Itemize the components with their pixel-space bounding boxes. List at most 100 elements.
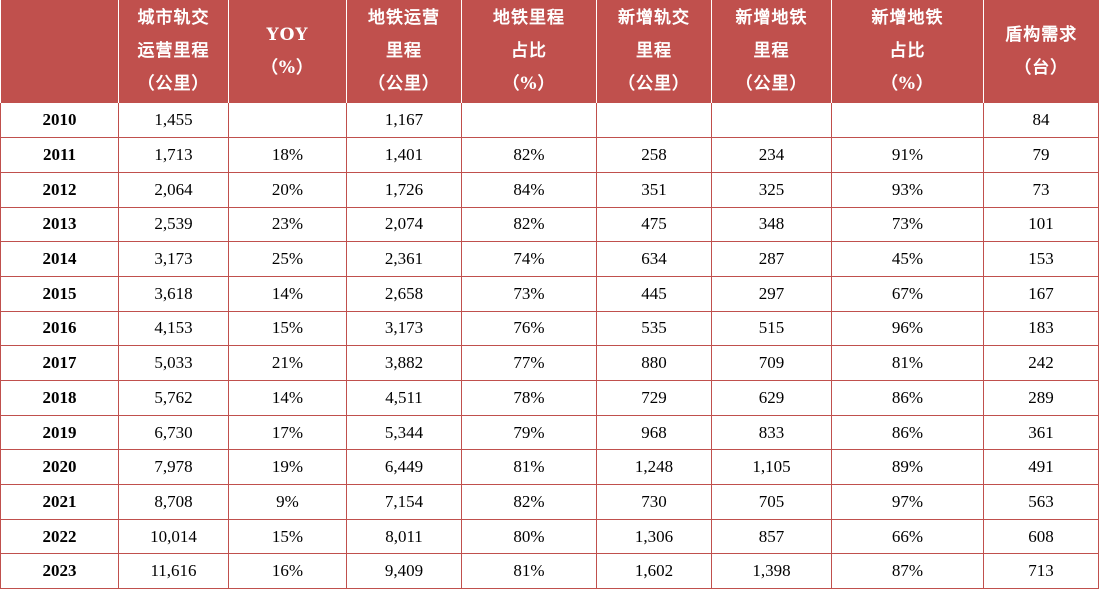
value-cell: 833	[711, 415, 832, 451]
year-cell: 2014	[0, 241, 119, 277]
value-cell: 1,398	[711, 553, 832, 589]
table-row: 2017 5,033 21% 3,882 77% 880 709 81% 242	[0, 345, 1099, 381]
value-cell: 6,730	[118, 415, 229, 451]
header-line: （%）	[502, 74, 556, 94]
value-cell: 234	[711, 137, 832, 173]
value-cell: 3,618	[118, 276, 229, 312]
header-line: 占比	[511, 41, 547, 61]
value-cell: 1,248	[596, 449, 712, 486]
value-cell: 3,173	[346, 311, 462, 347]
year-cell: 2016	[0, 311, 119, 347]
header-line: 运营里程	[137, 41, 210, 61]
table-row: 2010 1,455 1,167 84	[0, 103, 1099, 139]
header-line: 里程	[386, 41, 422, 61]
value-cell: 7,978	[118, 449, 229, 486]
value-cell: 153	[983, 241, 1099, 277]
header-line: 城市轨交	[137, 8, 210, 28]
value-cell: 87%	[831, 553, 984, 589]
year-cell: 2010	[0, 103, 119, 139]
header-line: （公里）	[137, 74, 210, 94]
value-cell: 2,074	[346, 207, 462, 243]
value-cell: 21%	[228, 345, 347, 381]
value-cell: 82%	[461, 137, 597, 173]
value-cell: 5,762	[118, 380, 229, 416]
value-cell: 634	[596, 241, 712, 277]
value-cell: 15%	[228, 519, 347, 555]
value-cell: 713	[983, 553, 1099, 589]
header-line: 里程	[753, 41, 790, 61]
header-cell-7: 新增地铁占比 （%）	[831, 0, 984, 103]
table-row: 2015 3,618 14% 2,658 73% 445 297 67% 167	[0, 276, 1099, 312]
value-cell: 82%	[461, 484, 597, 520]
value-cell: 86%	[831, 415, 984, 451]
value-cell: 167	[983, 276, 1099, 312]
header-line: 地铁里程	[493, 8, 565, 28]
header-line: 占比	[889, 41, 926, 61]
value-cell: 4,153	[118, 311, 229, 347]
value-cell: 1,713	[118, 137, 229, 173]
value-cell: 11,616	[118, 553, 229, 589]
value-cell: 491	[983, 449, 1099, 486]
value-cell: 2,658	[346, 276, 462, 312]
value-cell: 242	[983, 345, 1099, 381]
value-cell: 16%	[228, 553, 347, 589]
header-line: （公里）	[368, 74, 440, 94]
value-cell: 287	[711, 241, 832, 277]
header-line: （公里）	[618, 74, 690, 94]
table-row: 2021 8,708 9% 7,154 82% 730 705 97% 563	[0, 484, 1099, 520]
header-cell-1: 城市轨交运营里程 （公里）	[118, 0, 229, 103]
value-cell: 10,014	[118, 519, 229, 555]
value-cell: 535	[596, 311, 712, 347]
value-cell: 629	[711, 380, 832, 416]
table-row: 2019 6,730 17% 5,344 79% 968 833 86% 361	[0, 415, 1099, 451]
value-cell: 15%	[228, 311, 347, 347]
value-cell: 2,539	[118, 207, 229, 243]
value-cell: 86%	[831, 380, 984, 416]
value-cell: 89%	[831, 449, 984, 486]
value-cell	[831, 103, 984, 139]
value-cell: 80%	[461, 519, 597, 555]
value-cell: 1,455	[118, 103, 229, 139]
value-cell: 78%	[461, 380, 597, 416]
value-cell: 84	[983, 103, 1099, 139]
header-line: 新增地铁	[871, 8, 944, 28]
year-cell: 2013	[0, 207, 119, 243]
table-row: 2016 4,153 15% 3,173 76% 535 515 96% 183	[0, 311, 1099, 347]
value-cell: 74%	[461, 241, 597, 277]
header-year	[1, 0, 119, 103]
header-line: 新增轨交	[618, 8, 690, 28]
header-cell-3: 地铁运营 里程 （公里）	[346, 0, 462, 103]
header-cell-4: 地铁里程占比 （%）	[461, 0, 597, 103]
table-header: 城市轨交 运营里程 （公里） YOY （%） 地铁运营 里程 （公里） 地铁里程 占比 （%） 新增轨…	[0, 0, 1099, 103]
table-row: 2014 3,173 25% 2,361 74% 634 287 45% 153	[0, 241, 1099, 277]
table-row: 2013 2,539 23% 2,074 82% 475 348 73% 101	[0, 207, 1099, 243]
value-cell: 475	[596, 207, 712, 243]
value-cell: 7,154	[346, 484, 462, 520]
year-cell: 2022	[0, 519, 119, 555]
value-cell: 9%	[228, 484, 347, 520]
value-cell: 1,105	[711, 449, 832, 486]
header-line: 盾构需求	[1005, 24, 1078, 45]
table-row: 2022 10,014 15% 8,011 80% 1,306 857 66% 608	[0, 519, 1099, 555]
value-cell: 183	[983, 311, 1099, 347]
value-cell: 351	[596, 172, 712, 208]
value-cell: 1,306	[596, 519, 712, 555]
value-cell: 730	[596, 484, 712, 520]
value-cell: 45%	[831, 241, 984, 277]
value-cell: 361	[983, 415, 1099, 451]
value-cell: 3,882	[346, 345, 462, 381]
value-cell: 729	[596, 380, 712, 416]
value-cell: 79	[983, 137, 1099, 173]
value-cell: 17%	[228, 415, 347, 451]
header-line: （台）	[1014, 57, 1069, 78]
value-cell: 9,409	[346, 553, 462, 589]
header-cell-6: 新增地铁 里程 （公里）	[711, 0, 832, 103]
value-cell: 23%	[228, 207, 347, 243]
year-cell: 2018	[0, 380, 119, 416]
value-cell: 608	[983, 519, 1099, 555]
value-cell	[711, 103, 832, 139]
year-cell: 2019	[0, 415, 119, 451]
header-line: YOY	[266, 24, 309, 45]
header-line: （%）	[880, 74, 935, 94]
